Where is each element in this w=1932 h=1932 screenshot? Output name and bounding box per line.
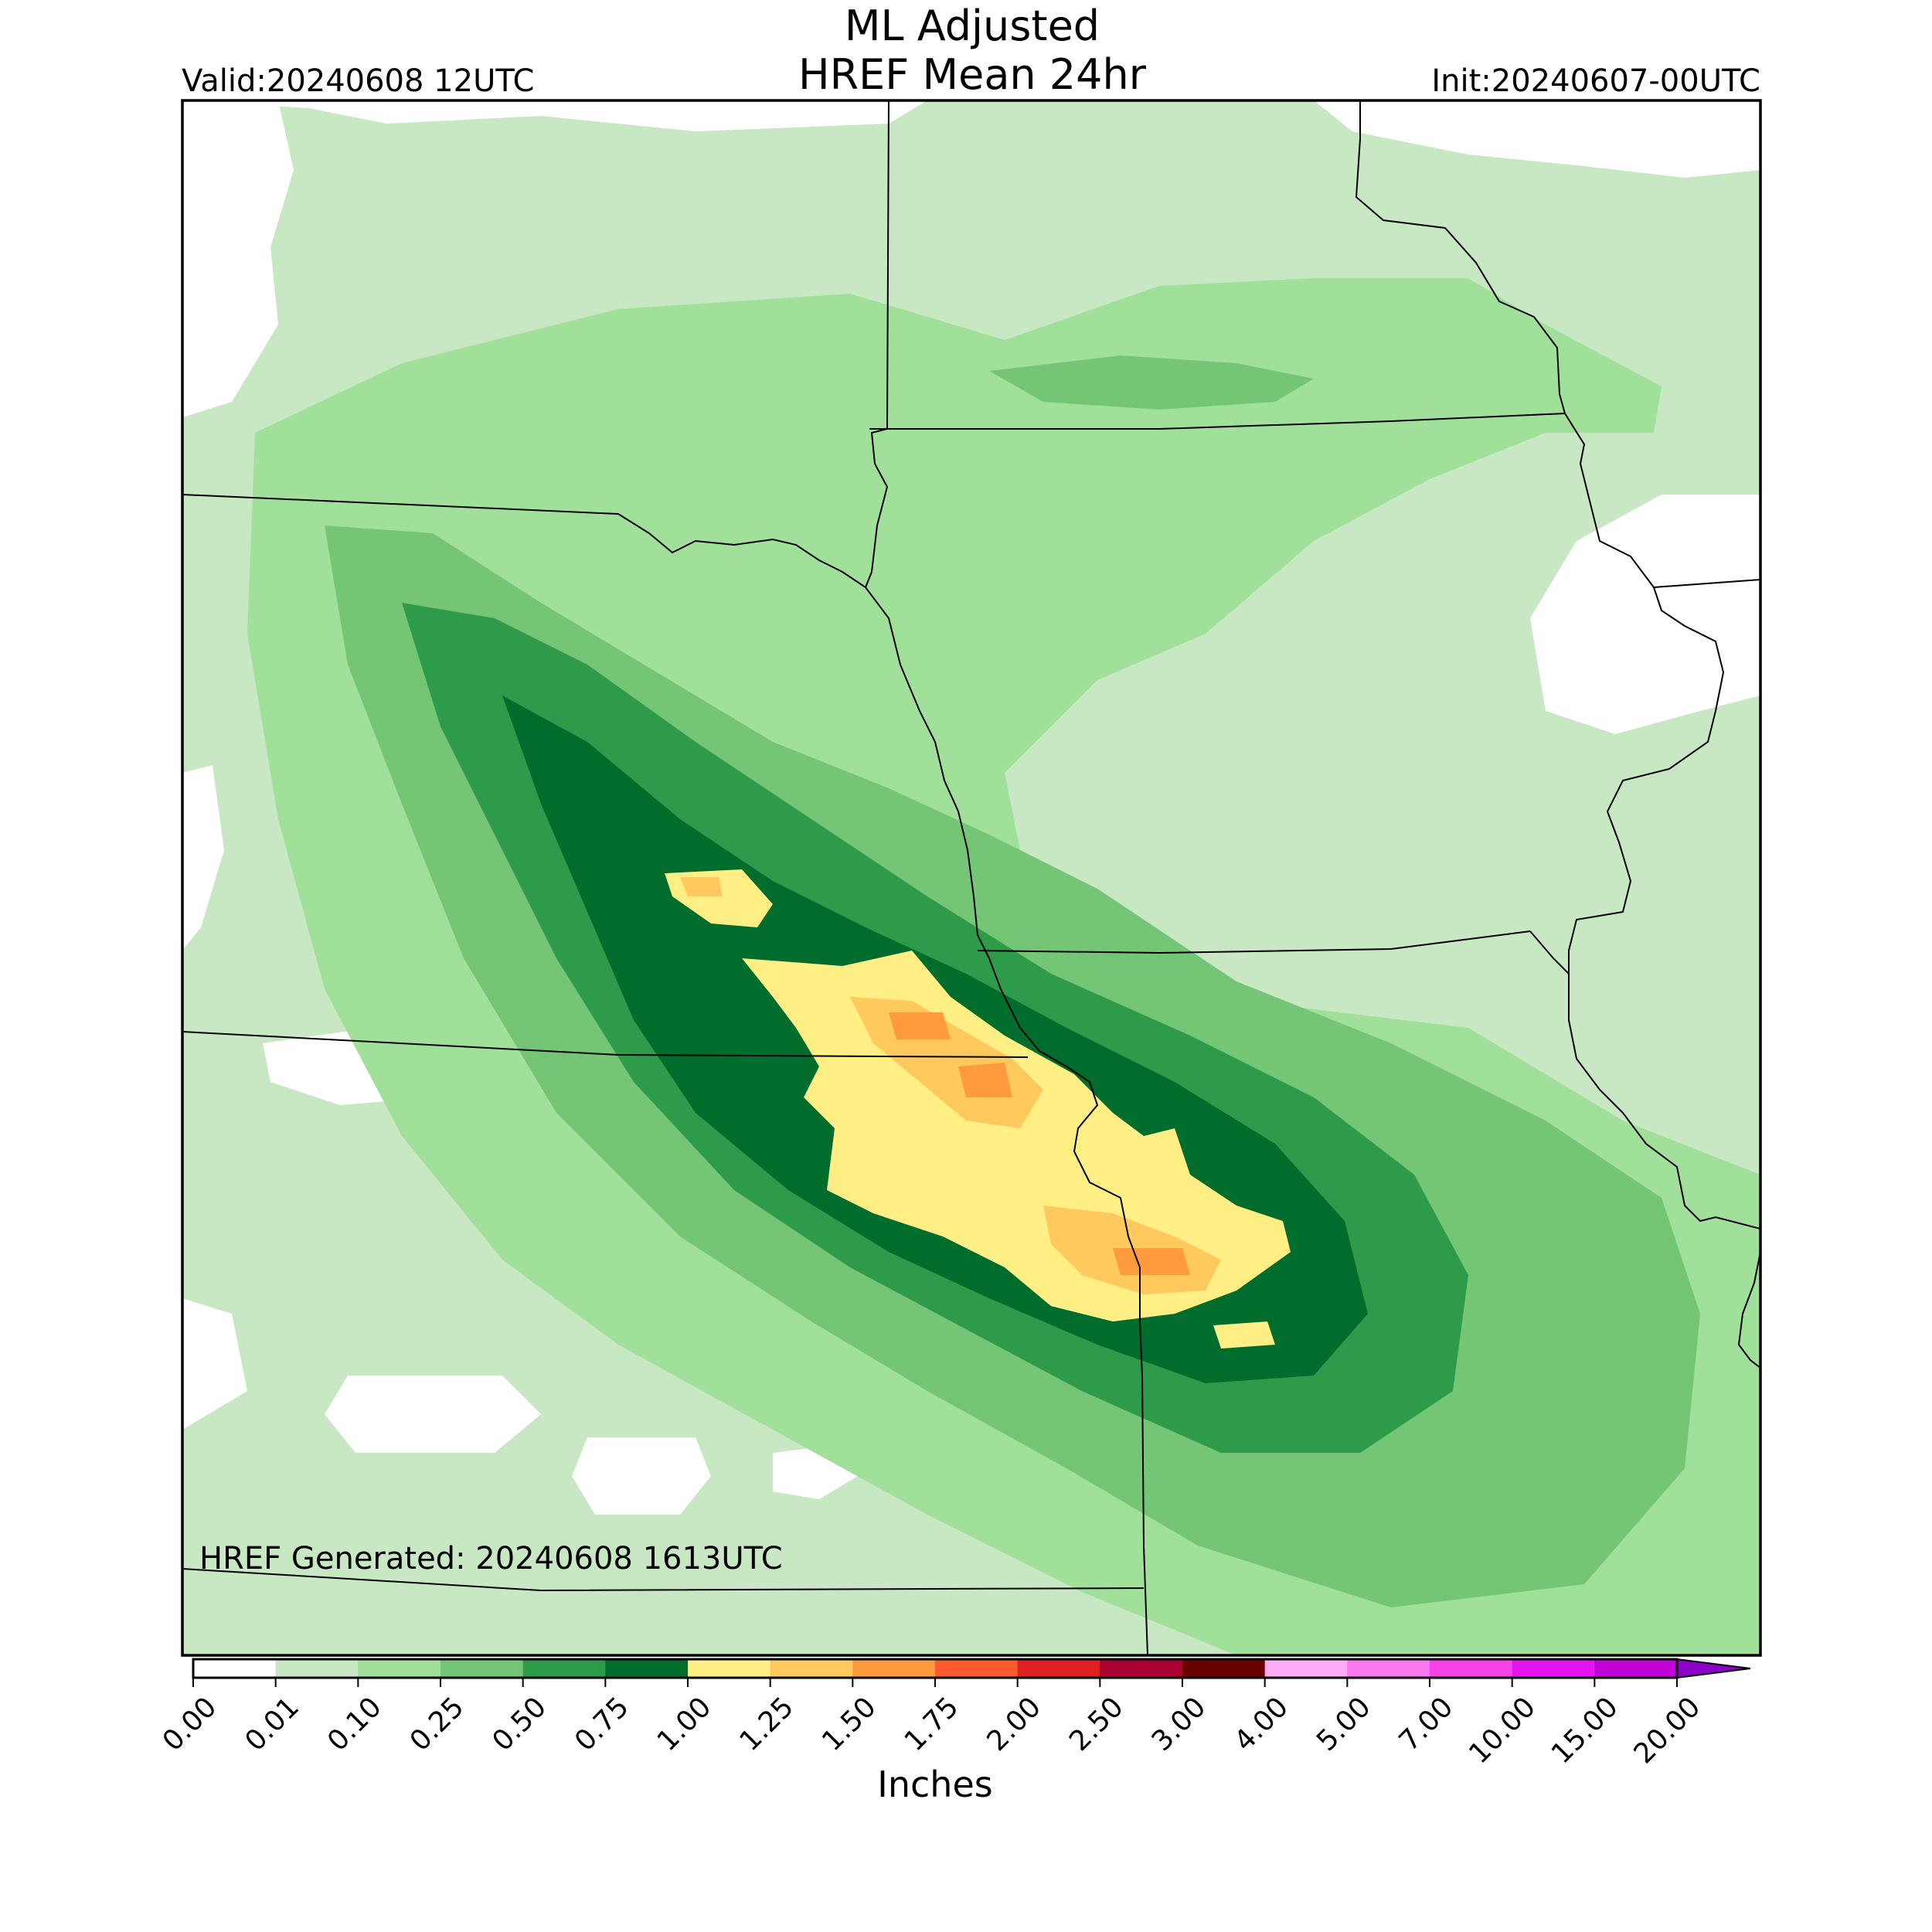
colorbar-segment — [852, 1659, 936, 1678]
colorbar-segment — [1182, 1659, 1266, 1678]
precip-1p25-spot — [680, 877, 723, 896]
colorbar-tick-label: 1.50 — [816, 1691, 883, 1757]
border-ks-ok — [182, 1568, 1145, 1592]
colorbar-segment — [1594, 1659, 1678, 1678]
colorbar-tick-label: 1.25 — [733, 1691, 800, 1757]
colorbar-tick-label: 20.00 — [1628, 1691, 1707, 1770]
valid-time-label: Valid:20240608 12UTC — [182, 63, 534, 99]
title-line-1: ML Adjusted — [845, 2, 1100, 50]
precip-1p50-spot-south — [1113, 1248, 1190, 1275]
colorbar-segment — [1017, 1659, 1100, 1678]
border-ne-ks — [182, 1031, 1029, 1058]
border-ia-il-river — [1529, 930, 1760, 1230]
colorbar-segment — [1264, 1659, 1348, 1678]
colorbar-segment — [688, 1659, 771, 1678]
colorbar-tick-label: 0.00 — [157, 1691, 223, 1757]
colorbar-tick-label: 5.00 — [1311, 1691, 1377, 1757]
map-frame — [181, 99, 1762, 1657]
colorbar-segment — [1512, 1659, 1595, 1678]
border-mn-wi — [1355, 100, 1725, 989]
border-ne-ia-river — [865, 587, 1099, 1152]
init-time-label: Init:20240607-00UTC — [1431, 63, 1760, 99]
colorbar-segment — [1430, 1659, 1513, 1678]
colorbar-segment — [193, 1659, 277, 1678]
precip-1p00-south-spot — [1213, 1321, 1275, 1349]
colorbar-segment — [605, 1659, 689, 1678]
precip-1p50-spot-north — [889, 1012, 951, 1039]
colorbar-tick-label: 0.25 — [404, 1691, 471, 1757]
colorbar-segment — [358, 1659, 441, 1678]
colorbar-tick-label: 1.75 — [899, 1691, 965, 1757]
colorbar-tick-label: 2.50 — [1063, 1691, 1130, 1757]
precip-1p50-spot-mid — [958, 1063, 1012, 1097]
colorbar-segment — [275, 1659, 359, 1678]
colorbar-tick-label: 2.00 — [981, 1691, 1047, 1757]
colorbar-segment — [1100, 1659, 1183, 1678]
border-ia-mn — [869, 413, 1566, 430]
border-ks-mo — [1073, 1151, 1148, 1655]
colorbar-segment — [440, 1659, 524, 1678]
colorbar-tick-label: 0.01 — [239, 1691, 305, 1757]
border-wi-il — [1653, 579, 1760, 588]
map-panel — [182, 100, 1760, 1655]
border-sd-ne — [617, 513, 866, 588]
precipitation-field — [182, 100, 1760, 1655]
colorbar-tick-label: 10.00 — [1463, 1691, 1542, 1770]
colorbar-segment — [935, 1659, 1019, 1678]
colorbar-tick-label: 3.00 — [1146, 1691, 1213, 1757]
colorbar-segment — [522, 1659, 606, 1678]
colorbar: 0.00 0.01 0.10 0.25 0.50 0.75 1.00 1.25 1.50 1.75… — [157, 1658, 1751, 1770]
colorbar-tick-label: 0.10 — [321, 1691, 388, 1757]
border-nd-sd — [182, 494, 619, 515]
precip-0p25-north-strip — [989, 355, 1314, 410]
colorbar-tick-label: 4.00 — [1228, 1691, 1294, 1757]
colorbar-segment — [770, 1659, 853, 1678]
colorbar-segment — [1347, 1659, 1430, 1678]
colorbar-tick-label: 0.75 — [569, 1691, 635, 1757]
colorbar-extend-arrow — [1676, 1658, 1751, 1679]
colorbar-tick-label: 15.00 — [1546, 1691, 1624, 1770]
colorbar-tick-label: 0.50 — [486, 1691, 553, 1757]
colorbar-units-label: Inches — [877, 1764, 992, 1805]
colorbar-tick-label: 7.00 — [1393, 1691, 1460, 1757]
state-boundaries — [182, 100, 1760, 1655]
border-mo-il-river — [1737, 1251, 1760, 1369]
border-ia-mo — [977, 930, 1531, 954]
generated-time-label: HREF Generated: 20240608 1613UTC — [199, 1541, 783, 1577]
colorbar-tick-label: 1.00 — [651, 1691, 718, 1757]
title-line-2: HREF Mean 24hr — [798, 50, 1147, 99]
